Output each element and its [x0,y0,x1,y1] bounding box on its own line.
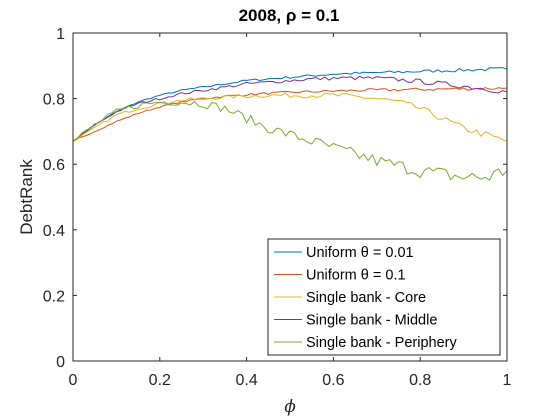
series-line-3 [72,92,508,142]
x-axis-label: ϕ [284,397,296,417]
chart-title: 2008, ρ = 0.1 [239,6,340,25]
series-layer [72,67,508,181]
x-tick-label: 0.4 [235,372,257,389]
plot-area-frame [72,32,508,362]
x-tick-label: 0.8 [409,372,431,389]
y-axis-label: DebtRank [17,159,36,235]
ticks-layer: 0 0.2 0.4 0.6 0.8 1 0 0.2 0.4 0.6 0.8 1 [43,26,512,389]
series-line-4 [72,75,508,142]
series-line-1 [72,67,508,142]
y-tick-label: 1 [56,26,65,43]
series-line-2 [72,87,508,142]
legend-label-5: Single bank - Periphery [306,335,457,351]
x-tick-label: 1 [503,372,512,389]
x-tick-label: 0 [69,372,78,389]
y-tick-label: 0.2 [43,288,65,305]
y-tick-label: 0.6 [43,157,65,174]
legend-label-4: Single bank - Middle [306,313,437,329]
legend-box [267,238,501,356]
legend-label-1: Uniform θ = 0.01 [306,245,414,261]
legend-label-3: Single bank - Core [306,290,426,306]
x-tick-label: 0.6 [322,372,344,389]
y-tick-label: 0.8 [43,92,65,109]
series-line-5 [72,101,508,181]
legend: Uniform θ = 0.01 Uniform θ = 0.1 Single ba… [267,238,501,356]
y-tick-label: 0.4 [43,223,65,240]
legend-label-2: Uniform θ = 0.1 [306,268,406,284]
y-tick-label: 0 [56,354,65,371]
x-tick-label: 0.2 [149,372,171,389]
